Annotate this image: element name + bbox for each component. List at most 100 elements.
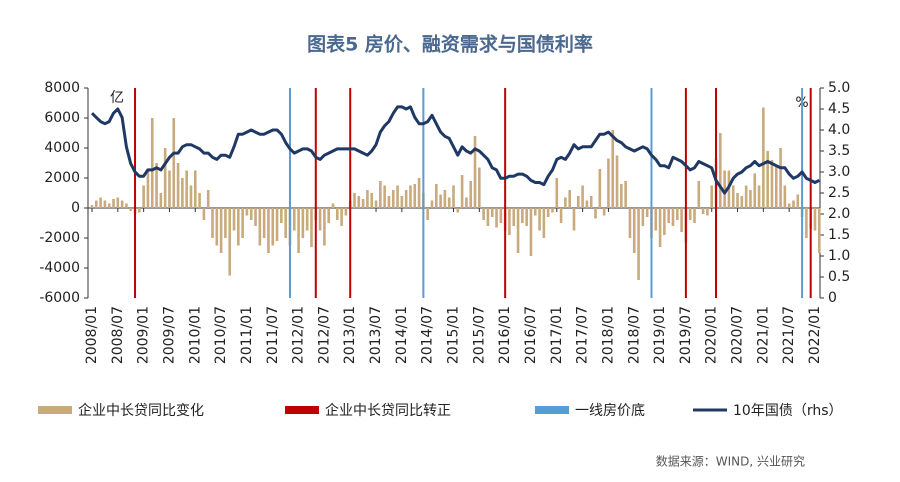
bar <box>568 190 571 208</box>
bar <box>107 203 111 208</box>
y2-tick-label: 3.5 <box>828 143 850 159</box>
bar <box>219 208 223 253</box>
bar <box>736 193 739 208</box>
x-tick-label: 2009/07 <box>161 306 177 364</box>
bar <box>723 170 726 208</box>
bar <box>129 208 133 211</box>
bar <box>301 208 305 238</box>
bar <box>353 193 356 208</box>
bar <box>202 208 206 220</box>
bar <box>366 190 369 208</box>
bar <box>146 170 150 208</box>
y-tick-label: -6000 <box>39 290 80 306</box>
bar <box>516 208 520 253</box>
bar <box>813 208 817 231</box>
bar <box>783 185 787 208</box>
chart-title: 图表5 房价、融资需求与国债利率 <box>307 33 593 56</box>
bar <box>572 208 576 231</box>
bar <box>292 208 296 231</box>
y2-tick-label: 2.5 <box>828 185 850 201</box>
bar <box>577 196 580 208</box>
x-tick-label: 2016/01 <box>497 306 513 364</box>
legend-swatch <box>285 406 319 414</box>
bar <box>486 208 490 226</box>
bar <box>779 148 782 208</box>
x-tick-label: 2020/01 <box>704 306 720 364</box>
bar <box>232 208 236 231</box>
bar <box>469 181 473 208</box>
y-tick-label: 6000 <box>44 110 80 126</box>
bar <box>340 208 343 226</box>
bar <box>280 208 283 223</box>
y2-tick-label: 0 <box>828 290 837 306</box>
bar <box>443 190 447 208</box>
bar <box>116 197 120 208</box>
bar <box>150 118 154 208</box>
bar <box>391 190 395 208</box>
bar <box>155 163 158 208</box>
x-tick-label: 2015/01 <box>446 306 462 364</box>
bar <box>404 190 408 208</box>
bar <box>237 208 240 246</box>
bar <box>430 200 434 208</box>
bar <box>228 208 232 276</box>
bar <box>740 196 744 208</box>
bar <box>452 185 455 208</box>
y-tick-label: 8000 <box>44 80 80 96</box>
bar <box>417 178 421 208</box>
bar <box>181 178 184 208</box>
bar <box>262 208 266 238</box>
bar <box>163 148 167 208</box>
bar <box>594 208 597 219</box>
y2-tick-label: 0.5 <box>828 269 850 285</box>
bar <box>675 208 679 220</box>
bar <box>564 197 567 208</box>
bar <box>495 208 498 228</box>
bar <box>818 208 821 253</box>
bar <box>413 184 417 208</box>
bar <box>796 194 800 208</box>
bar <box>176 163 180 208</box>
y-tick-label: 0 <box>71 200 80 216</box>
y2-tick-label: 1.5 <box>828 227 850 243</box>
bar <box>460 175 464 208</box>
bar <box>120 200 124 208</box>
bar <box>297 208 300 253</box>
bar <box>602 208 606 216</box>
y2-tick-label: 4.5 <box>828 101 850 117</box>
bar <box>336 208 339 220</box>
bar <box>546 208 550 217</box>
bar <box>766 151 769 208</box>
x-tick-label: 2008/01 <box>84 306 100 364</box>
bar <box>370 193 374 208</box>
bar <box>159 193 163 208</box>
x-tick-label: 2012/07 <box>316 306 332 364</box>
bar <box>598 169 602 208</box>
x-tick-label: 2010/07 <box>213 306 229 364</box>
line <box>90 105 820 195</box>
bar <box>327 208 330 223</box>
x-tick-label: 2018/01 <box>600 306 616 364</box>
bar <box>439 194 442 208</box>
bar <box>357 196 361 208</box>
bar <box>138 208 141 213</box>
x-tick-label: 2021/07 <box>781 306 797 364</box>
bar <box>396 185 399 208</box>
bar <box>379 181 382 208</box>
bar <box>267 208 270 253</box>
bar <box>680 208 683 232</box>
bar <box>701 208 705 214</box>
bar <box>688 208 692 220</box>
bar <box>90 205 94 208</box>
bar <box>654 208 658 231</box>
bar <box>211 208 214 238</box>
bar <box>525 208 528 226</box>
x-tick-label: 2011/01 <box>239 306 255 364</box>
x-tick-label: 2013/01 <box>342 306 358 364</box>
x-tick-label: 2008/07 <box>110 306 126 364</box>
y2-tick-label: 1.0 <box>828 248 850 264</box>
bar <box>792 200 795 208</box>
bar <box>508 208 511 235</box>
x-tick-label: 2019/07 <box>678 306 694 364</box>
bar <box>706 208 709 216</box>
